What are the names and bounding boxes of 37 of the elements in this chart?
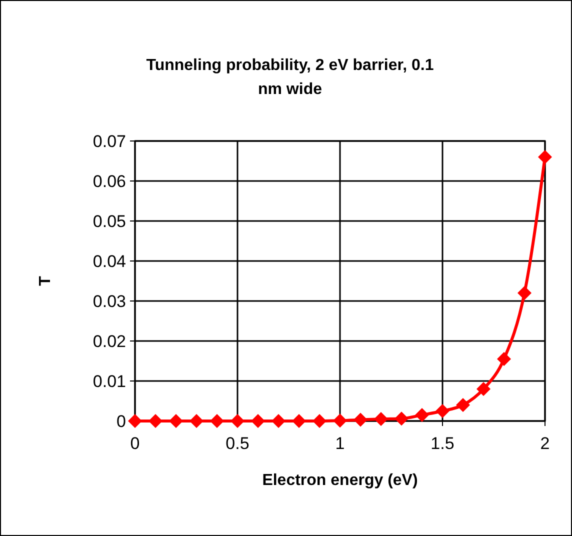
point bbox=[374, 412, 388, 426]
point bbox=[272, 414, 286, 428]
point bbox=[497, 352, 511, 366]
y-tick-label: 0.06 bbox=[92, 172, 126, 191]
x-tick-label: 2 bbox=[540, 434, 550, 453]
x-axis-title: Electron energy (eV) bbox=[262, 472, 418, 489]
point bbox=[210, 414, 224, 428]
point bbox=[169, 414, 183, 428]
chart-title: Tunneling probability, 2 eV barrier, 0.1 nm wide bbox=[146, 57, 434, 98]
point bbox=[128, 414, 142, 428]
point bbox=[518, 286, 532, 300]
x-tick-label: 0 bbox=[130, 434, 140, 453]
y-tick-label: 0.05 bbox=[92, 212, 126, 231]
y-tick-label: 0 bbox=[116, 412, 126, 431]
y-tick-label: 0.07 bbox=[92, 132, 126, 151]
point bbox=[148, 414, 162, 428]
point bbox=[415, 408, 429, 422]
y-tick-label: 0.01 bbox=[92, 372, 126, 391]
point bbox=[394, 412, 408, 426]
y-axis-title: T bbox=[37, 276, 54, 286]
point bbox=[354, 412, 368, 427]
x-tick-label: 1 bbox=[335, 434, 345, 453]
x-tick-label: 0.5 bbox=[226, 434, 250, 453]
point bbox=[312, 414, 326, 428]
point bbox=[436, 404, 450, 418]
point bbox=[538, 150, 552, 164]
point bbox=[292, 414, 306, 428]
point bbox=[333, 414, 347, 428]
point bbox=[190, 414, 204, 428]
y-tick-label: 0.04 bbox=[92, 252, 126, 271]
y-tick-label: 0.02 bbox=[92, 332, 126, 351]
point bbox=[251, 414, 265, 428]
point bbox=[476, 382, 490, 396]
point bbox=[456, 398, 470, 412]
point bbox=[230, 414, 244, 428]
y-tick-label: 0.03 bbox=[92, 292, 126, 311]
x-tick-label: 1.5 bbox=[430, 434, 454, 453]
